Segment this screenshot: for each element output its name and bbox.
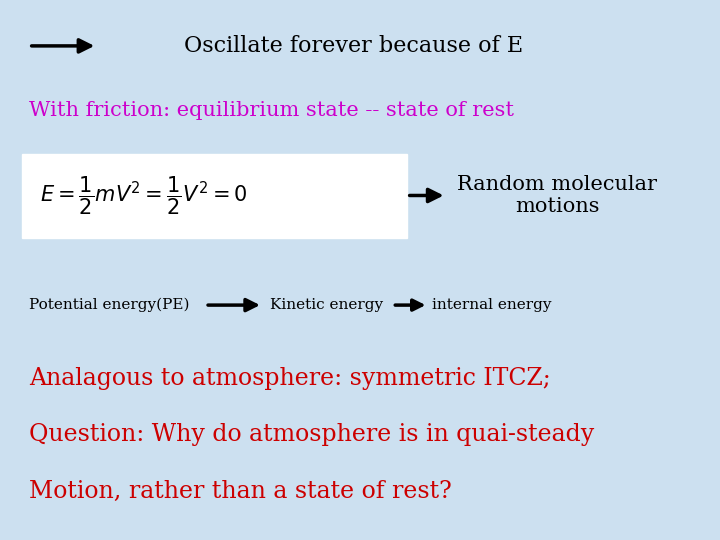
Text: Motion, rather than a state of rest?: Motion, rather than a state of rest? — [29, 480, 451, 503]
Text: Analagous to atmosphere: symmetric ITCZ;: Analagous to atmosphere: symmetric ITCZ; — [29, 367, 551, 389]
Text: $E = \dfrac{1}{2}mV^2 = \dfrac{1}{2}V^2 = 0$: $E = \dfrac{1}{2}mV^2 = \dfrac{1}{2}V^2 … — [40, 174, 247, 217]
Text: Random molecular
motions: Random molecular motions — [457, 175, 657, 216]
Text: Question: Why do atmosphere is in quai-steady: Question: Why do atmosphere is in quai-s… — [29, 423, 594, 446]
FancyBboxPatch shape — [22, 154, 407, 238]
Text: With friction: equilibrium state -- state of rest: With friction: equilibrium state -- stat… — [29, 101, 514, 120]
Text: internal energy: internal energy — [432, 298, 552, 312]
Text: Kinetic energy: Kinetic energy — [270, 298, 383, 312]
Text: Potential energy(PE): Potential energy(PE) — [29, 298, 189, 312]
Text: Oscillate forever because of E: Oscillate forever because of E — [184, 35, 523, 57]
